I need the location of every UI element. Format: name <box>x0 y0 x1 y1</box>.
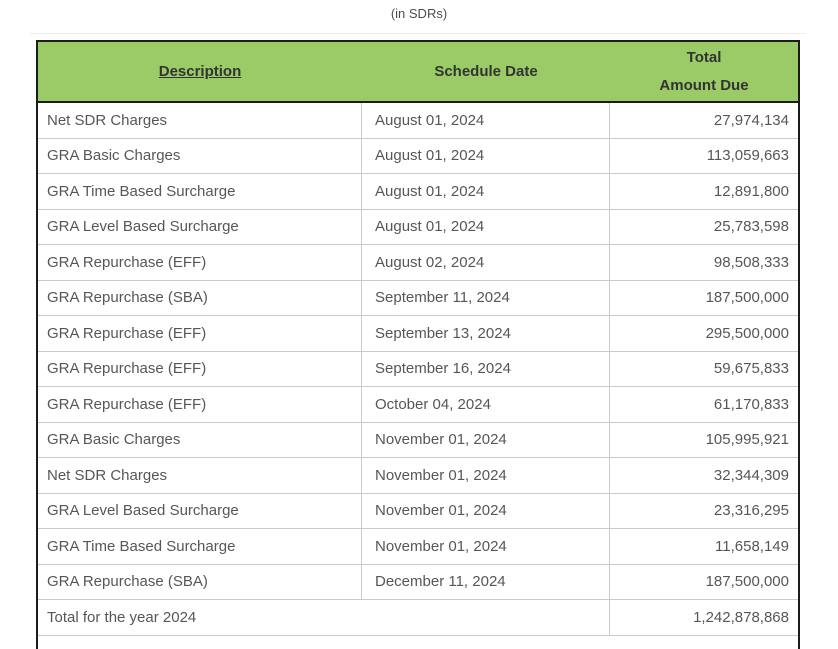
amount-due-cell: 105,995,921 <box>705 431 789 449</box>
schedule-date-cell: August 01, 2024 <box>362 138 610 173</box>
header-cell-schedule-date: Schedule Date <box>434 63 538 80</box>
description-cell: GRA Time Based Surcharge <box>38 174 362 209</box>
schedule-date-cell: September 11, 2024 <box>362 280 610 315</box>
table-header-row: Description Schedule Date Total Amount D… <box>38 42 798 103</box>
description-cell: GRA Repurchase (SBA) <box>38 564 362 599</box>
header-total-line1: Total <box>686 48 722 66</box>
schedule-date-cell: August 01, 2024 <box>362 174 610 209</box>
amount-due-cell: 27,974,134 <box>713 111 789 129</box>
table-row: GRA Time Based Surcharge August 01, 2024… <box>38 174 798 210</box>
amount-due-cell: 23,316,295 <box>713 502 789 520</box>
amount-due-cell: 61,170,833 <box>713 395 789 413</box>
description-cell: GRA Repurchase (EFF) <box>38 351 362 386</box>
schedule-date-cell: December 11, 2024 <box>362 564 610 599</box>
table-row: Net SDR Charges August 01, 2024 27,974,1… <box>38 103 798 139</box>
amount-due-cell: 113,059,663 <box>706 147 789 165</box>
schedule-date-cell: August 02, 2024 <box>362 245 610 280</box>
header-cell-description: Description <box>38 42 362 101</box>
table-row: GRA Repurchase (EFF) August 02, 2024 98,… <box>38 245 798 281</box>
total-row: Total for the year 2024 1,242,878,868 <box>38 600 798 636</box>
amount-due-cell: 295,500,000 <box>705 324 789 342</box>
table-row: GRA Repurchase (EFF) September 13, 2024 … <box>38 316 798 352</box>
container-divider <box>30 33 806 34</box>
total-amount-cell: 1,242,878,868 <box>693 608 789 626</box>
description-cell: GRA Time Based Surcharge <box>38 529 362 564</box>
description-cell: Net SDR Charges <box>38 103 362 138</box>
amount-due-cell: 187,500,000 <box>705 289 789 307</box>
amount-due-cell: 32,344,309 <box>713 466 789 484</box>
amount-due-cell: 11,658,149 <box>715 537 789 555</box>
table-row: GRA Level Based Surcharge November 01, 2… <box>38 493 798 529</box>
total-label-cell: Total for the year 2024 <box>38 600 610 635</box>
amount-due-cell: 98,508,333 <box>713 253 789 271</box>
schedule-date-cell: August 01, 2024 <box>362 103 610 138</box>
partial-next-row <box>38 635 798 649</box>
description-cell: GRA Repurchase (EFF) <box>38 387 362 422</box>
table-row: Net SDR Charges November 01, 2024 32,344… <box>38 458 798 494</box>
schedule-date-cell: September 16, 2024 <box>362 351 610 386</box>
table-row: GRA Basic Charges November 01, 2024 105,… <box>38 422 798 458</box>
table-row: GRA Time Based Surcharge November 01, 20… <box>38 529 798 565</box>
description-cell: GRA Repurchase (EFF) <box>38 316 362 351</box>
table-row: GRA Repurchase (EFF) September 16, 2024 … <box>38 351 798 387</box>
description-cell: GRA Basic Charges <box>38 422 362 457</box>
description-cell: GRA Repurchase (SBA) <box>38 280 362 315</box>
amount-due-cell: 59,675,833 <box>713 360 789 378</box>
amount-due-cell: 25,783,598 <box>713 218 789 236</box>
amount-due-cell: 187,500,000 <box>705 573 789 591</box>
description-sort-link[interactable]: Description <box>158 63 242 80</box>
schedule-date-cell: November 01, 2024 <box>362 493 610 528</box>
schedule-date-cell: August 01, 2024 <box>362 209 610 244</box>
page-title: (in SDRs) <box>390 6 448 21</box>
schedule-date-cell: September 13, 2024 <box>362 316 610 351</box>
description-cell: Net SDR Charges <box>38 458 362 493</box>
description-cell: GRA Repurchase (EFF) <box>38 245 362 280</box>
table-row: GRA Repurchase (SBA) September 11, 2024 … <box>38 280 798 316</box>
table-row: GRA Repurchase (SBA) December 11, 2024 1… <box>38 564 798 600</box>
table-row: GRA Basic Charges August 01, 2024 113,05… <box>38 138 798 174</box>
amount-due-cell: 12,891,800 <box>713 182 789 200</box>
description-cell: GRA Level Based Surcharge <box>38 209 362 244</box>
header-cell-total-amount-due: Total Amount Due <box>610 42 798 101</box>
payment-schedule-table: Description Schedule Date Total Amount D… <box>36 40 800 649</box>
schedule-date-cell: November 01, 2024 <box>362 458 610 493</box>
table-row: GRA Level Based Surcharge August 01, 202… <box>38 209 798 245</box>
schedule-date-cell: November 01, 2024 <box>362 422 610 457</box>
description-cell: GRA Basic Charges <box>38 138 362 173</box>
description-cell: GRA Level Based Surcharge <box>38 493 362 528</box>
table-body: Net SDR Charges August 01, 2024 27,974,1… <box>38 103 798 600</box>
header-total-line2: Amount Due <box>659 76 749 94</box>
schedule-date-cell: October 04, 2024 <box>362 387 610 422</box>
table-row: GRA Repurchase (EFF) October 04, 2024 61… <box>38 387 798 423</box>
schedule-date-cell: November 01, 2024 <box>362 529 610 564</box>
